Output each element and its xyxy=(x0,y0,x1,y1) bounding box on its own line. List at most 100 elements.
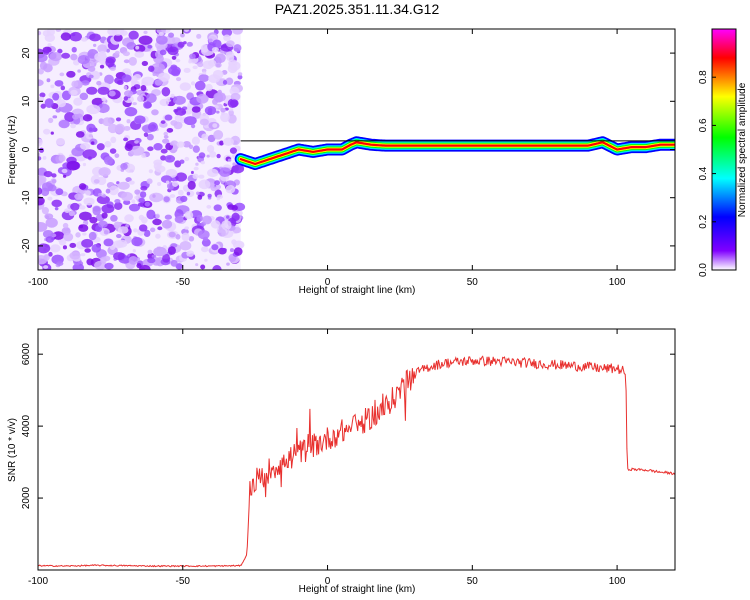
noise-speck xyxy=(159,98,170,107)
noise-speck xyxy=(237,210,243,216)
figure-title: PAZ1.2025.351.11.34.G12 xyxy=(275,1,440,17)
noise-speck xyxy=(107,123,118,134)
noise-speck xyxy=(81,80,90,86)
noise-speck xyxy=(116,233,122,239)
noise-speck xyxy=(139,191,147,198)
noise-speck xyxy=(114,198,121,204)
noise-speck xyxy=(128,203,141,212)
noise-speck xyxy=(170,64,178,71)
noise-speck xyxy=(104,262,114,270)
noise-speck xyxy=(55,188,64,196)
noise-speck xyxy=(104,141,112,148)
noise-speck xyxy=(50,131,54,135)
noise-speck xyxy=(82,149,97,160)
noise-speck xyxy=(180,195,188,203)
noise-speck xyxy=(141,216,148,224)
spectrogram-y-ticks: -20 -10 0 10 20 xyxy=(21,47,675,253)
noise-speck xyxy=(163,196,170,203)
noise-speck xyxy=(207,59,217,67)
noise-speck xyxy=(123,125,131,131)
noise-speck xyxy=(97,192,102,197)
noise-speck xyxy=(91,71,101,80)
noise-speck xyxy=(149,192,164,203)
noise-speck xyxy=(109,148,117,154)
noise-speck xyxy=(216,110,220,114)
noise-speck xyxy=(157,181,162,186)
noise-speck xyxy=(164,154,176,163)
noise-speck xyxy=(154,79,163,86)
noise-speck xyxy=(231,239,237,245)
noise-speck xyxy=(52,231,65,240)
noise-speck xyxy=(62,222,69,229)
noise-speck xyxy=(112,240,124,249)
snr-y-tick-label: 4000 xyxy=(21,415,32,438)
noise-speck xyxy=(177,41,185,48)
noise-speck xyxy=(52,115,58,119)
noise-speck xyxy=(38,243,51,254)
noise-speck xyxy=(227,158,232,162)
noise-speck xyxy=(39,61,48,70)
noise-speck xyxy=(143,132,149,138)
noise-speck xyxy=(126,119,131,124)
noise-speck xyxy=(47,196,53,201)
noise-speck xyxy=(218,167,231,178)
noise-speck xyxy=(86,123,96,133)
noise-speck xyxy=(45,236,55,243)
noise-speck xyxy=(209,151,217,158)
noise-speck xyxy=(152,72,157,77)
noise-speck xyxy=(56,99,66,108)
noise-speck xyxy=(38,221,48,232)
noise-speck xyxy=(51,179,57,184)
noise-speck xyxy=(123,85,128,90)
noise-speck xyxy=(222,137,234,146)
noise-speck xyxy=(60,32,71,41)
noise-speck xyxy=(85,131,93,140)
noise-speck xyxy=(165,180,170,185)
noise-speck xyxy=(96,143,105,151)
noise-speck xyxy=(103,156,114,165)
noise-speck xyxy=(189,53,196,60)
noise-speck xyxy=(63,232,74,242)
noise-speck xyxy=(123,59,130,64)
noise-speck xyxy=(215,53,226,63)
noise-speck xyxy=(202,215,212,225)
noise-speck xyxy=(219,140,224,146)
noise-speck xyxy=(110,136,117,144)
colorbar-tick-label: 0.6 xyxy=(698,118,709,132)
colorbar-tick-label: 0.2 xyxy=(698,214,709,228)
noise-speck xyxy=(50,84,55,89)
noise-speck xyxy=(96,195,110,205)
noise-speck xyxy=(187,180,196,190)
noise-speck xyxy=(221,220,232,231)
noise-speck xyxy=(124,214,134,223)
noise-speck xyxy=(38,152,41,157)
noise-speck xyxy=(84,248,91,253)
noise-speck xyxy=(113,202,123,210)
noise-speck xyxy=(186,41,193,47)
noise-speck xyxy=(146,178,153,185)
noise-speck xyxy=(213,130,224,140)
noise-speck xyxy=(197,62,204,68)
noise-speck xyxy=(160,148,168,154)
noise-speck xyxy=(49,52,63,62)
noise-speck xyxy=(77,69,81,73)
noise-speck xyxy=(113,33,123,42)
noise-speck xyxy=(55,138,65,146)
noise-speck xyxy=(92,206,101,216)
noise-speck xyxy=(38,147,45,153)
noise-speck xyxy=(100,256,107,264)
noise-speck xyxy=(177,189,184,196)
noise-speck xyxy=(79,205,86,210)
frequency-ridge xyxy=(234,136,675,170)
noise-speck xyxy=(167,46,179,56)
noise-speck xyxy=(212,123,218,128)
noise-speck xyxy=(151,254,157,258)
noise-speck xyxy=(175,77,182,82)
noise-speck xyxy=(38,183,42,188)
noise-speck xyxy=(154,165,166,173)
noise-speck xyxy=(135,45,140,50)
noise-speck xyxy=(145,93,157,104)
noise-speck xyxy=(147,122,158,132)
noise-speck xyxy=(134,196,139,200)
